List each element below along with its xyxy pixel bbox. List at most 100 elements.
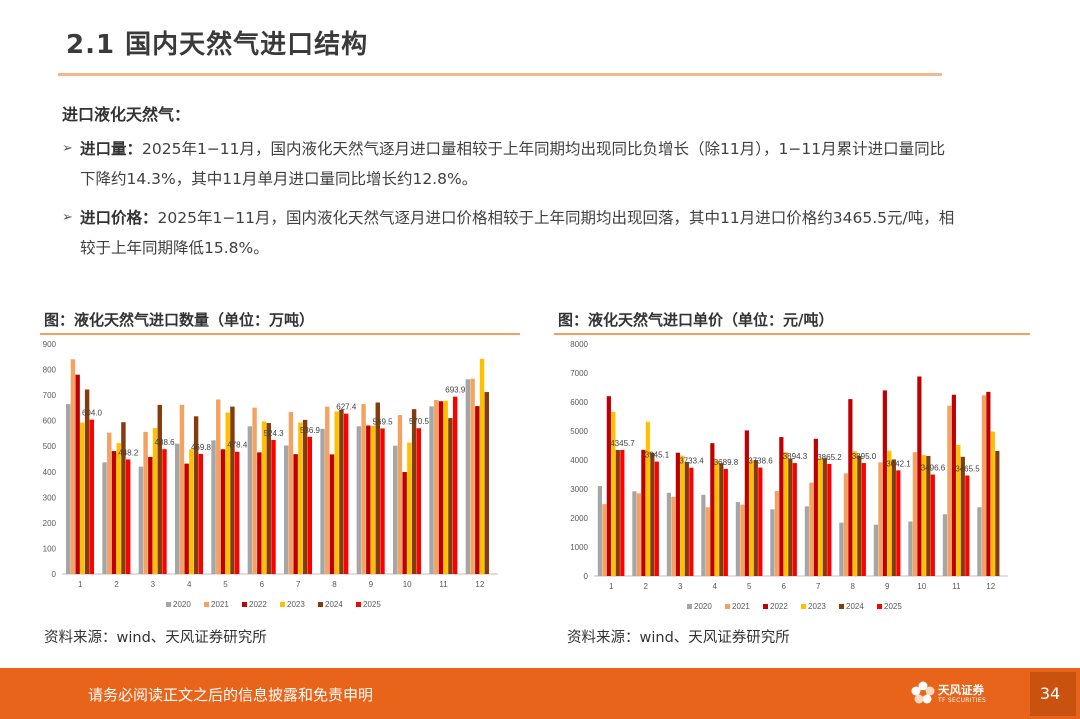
bar-2020-1 [597, 486, 602, 576]
legend-swatch [242, 602, 247, 607]
bar-2024-4 [719, 463, 724, 576]
bar-2024-8 [339, 409, 344, 574]
bar-2021-11 [947, 405, 952, 576]
bar-2022-5 [220, 449, 226, 574]
x-tick-label: 5 [747, 582, 752, 591]
bar-2022-4 [184, 463, 189, 574]
bar-2020-8 [320, 428, 325, 574]
bar-2021-4 [705, 507, 710, 576]
bar-2023-9 [370, 425, 376, 574]
legend-label: 2020 [694, 602, 712, 611]
bar-2020-2 [102, 462, 107, 574]
y-tick-label: 7000 [570, 369, 588, 378]
bar-2021-10 [397, 415, 403, 574]
bar-2023-3 [152, 428, 158, 574]
y-tick-label: 2000 [570, 514, 588, 523]
x-tick-label: 2 [114, 580, 119, 589]
bar-2022-10 [402, 472, 407, 574]
y-tick-label: 8000 [570, 340, 588, 349]
bar-2025-9 [380, 428, 385, 574]
legend-label: 2024 [325, 600, 343, 609]
bar-2020-9 [873, 524, 878, 576]
bullet-text: 2025年1−11月，国内液化天然气逐月进口价格相较于上年同期均出现回落，其中1… [157, 209, 955, 227]
data-label: 570.5 [409, 417, 430, 426]
legend-swatch [725, 604, 730, 609]
bar-2024-5 [230, 406, 235, 574]
x-tick-label: 3 [678, 582, 683, 591]
bar-2020-3 [666, 492, 671, 576]
bar-2020-12 [465, 379, 471, 574]
bar-2023-8 [852, 451, 857, 576]
data-label: 524.3 [264, 429, 285, 438]
x-tick-label: 9 [369, 580, 374, 589]
bar-2025-4 [198, 453, 204, 574]
bar-2020-7 [284, 445, 289, 574]
bar-2020-11 [429, 406, 434, 574]
lng-import-volume-chart: 0100200300400500600700800900604.0448.248… [43, 340, 498, 609]
bar-2021-1 [70, 359, 76, 574]
bar-2022-2 [641, 449, 646, 576]
bullet-label: 进口量： [80, 140, 143, 158]
bar-2020-5 [735, 502, 740, 576]
data-label: 469.8 [191, 443, 212, 452]
footer-disclaimer: 请务必阅读正文之后的信息披露和免责申明 [88, 686, 374, 704]
bar-2025-7 [827, 463, 832, 576]
bar-2021-10 [912, 452, 917, 576]
bar-2024-3 [157, 404, 162, 574]
legend-swatch [877, 604, 882, 609]
data-label: 627.4 [336, 403, 357, 412]
y-tick-label: 900 [43, 340, 57, 349]
bar-2020-1 [66, 404, 71, 574]
data-label: 3945.1 [645, 451, 670, 460]
y-tick-label: 300 [43, 493, 57, 502]
bar-2024-12 [484, 392, 489, 574]
bar-2022-2 [111, 451, 117, 574]
bar-2023-11 [956, 444, 961, 576]
legend-swatch [280, 602, 285, 607]
y-tick-label: 0 [584, 572, 589, 581]
bullet-import-volume: ➢ 进口量：2025年1−11月，国内液化天然气逐月进口量相较于上年同期均出现同… [62, 134, 1032, 194]
x-tick-label: 8 [332, 580, 337, 589]
bar-2024-5 [753, 460, 758, 576]
bullet-line-1: 进口量：2025年1−11月，国内液化天然气逐月进口量相较于上年同期均出现同比负… [62, 134, 1032, 164]
bar-2020-8 [839, 522, 844, 576]
bullet-text: 2025年1−11月，国内液化天然气逐月进口量相较于上年同期均出现同比负增长（除… [142, 140, 946, 158]
bar-2022-3 [148, 456, 153, 574]
bar-2021-6 [252, 407, 257, 574]
bar-2021-9 [878, 462, 883, 576]
bar-2021-1 [602, 504, 607, 576]
bar-2024-3 [684, 462, 689, 576]
data-label: 3895.0 [852, 452, 877, 461]
bar-2023-12 [990, 431, 995, 576]
bar-2024-7 [302, 419, 308, 574]
bar-2021-2 [107, 432, 112, 574]
y-tick-label: 700 [43, 391, 57, 400]
bar-2025-6 [792, 463, 797, 576]
bar-2024-1 [84, 389, 90, 574]
bar-2024-2 [650, 452, 655, 576]
legend-swatch [318, 602, 323, 607]
bar-2024-11 [448, 418, 453, 574]
data-label: 478.4 [227, 441, 248, 450]
bar-2025-1 [620, 449, 625, 576]
data-label: 448.2 [118, 448, 139, 457]
bar-2023-6 [783, 452, 788, 576]
x-tick-label: 10 [917, 582, 926, 591]
legend-swatch [801, 604, 806, 609]
bar-2025-2 [125, 459, 131, 574]
bar-2022-1 [606, 396, 611, 576]
bar-2023-4 [714, 460, 719, 576]
bar-2024-8 [857, 455, 862, 576]
arrow-bullet-icon: ➢ [62, 210, 73, 225]
bar-2021-3 [671, 496, 676, 576]
chart-caption-rule [40, 333, 520, 335]
page-title: 2.1 国内天然气进口结构 [66, 30, 369, 60]
bar-2024-1 [615, 449, 620, 576]
legend-label: 2025 [884, 602, 902, 611]
legend-swatch [763, 604, 768, 609]
bar-2020-2 [632, 491, 637, 576]
y-tick-label: 5000 [570, 427, 588, 436]
bar-2022-12 [475, 406, 480, 574]
data-label: 488.6 [155, 438, 176, 447]
bar-2025-1 [89, 419, 95, 574]
